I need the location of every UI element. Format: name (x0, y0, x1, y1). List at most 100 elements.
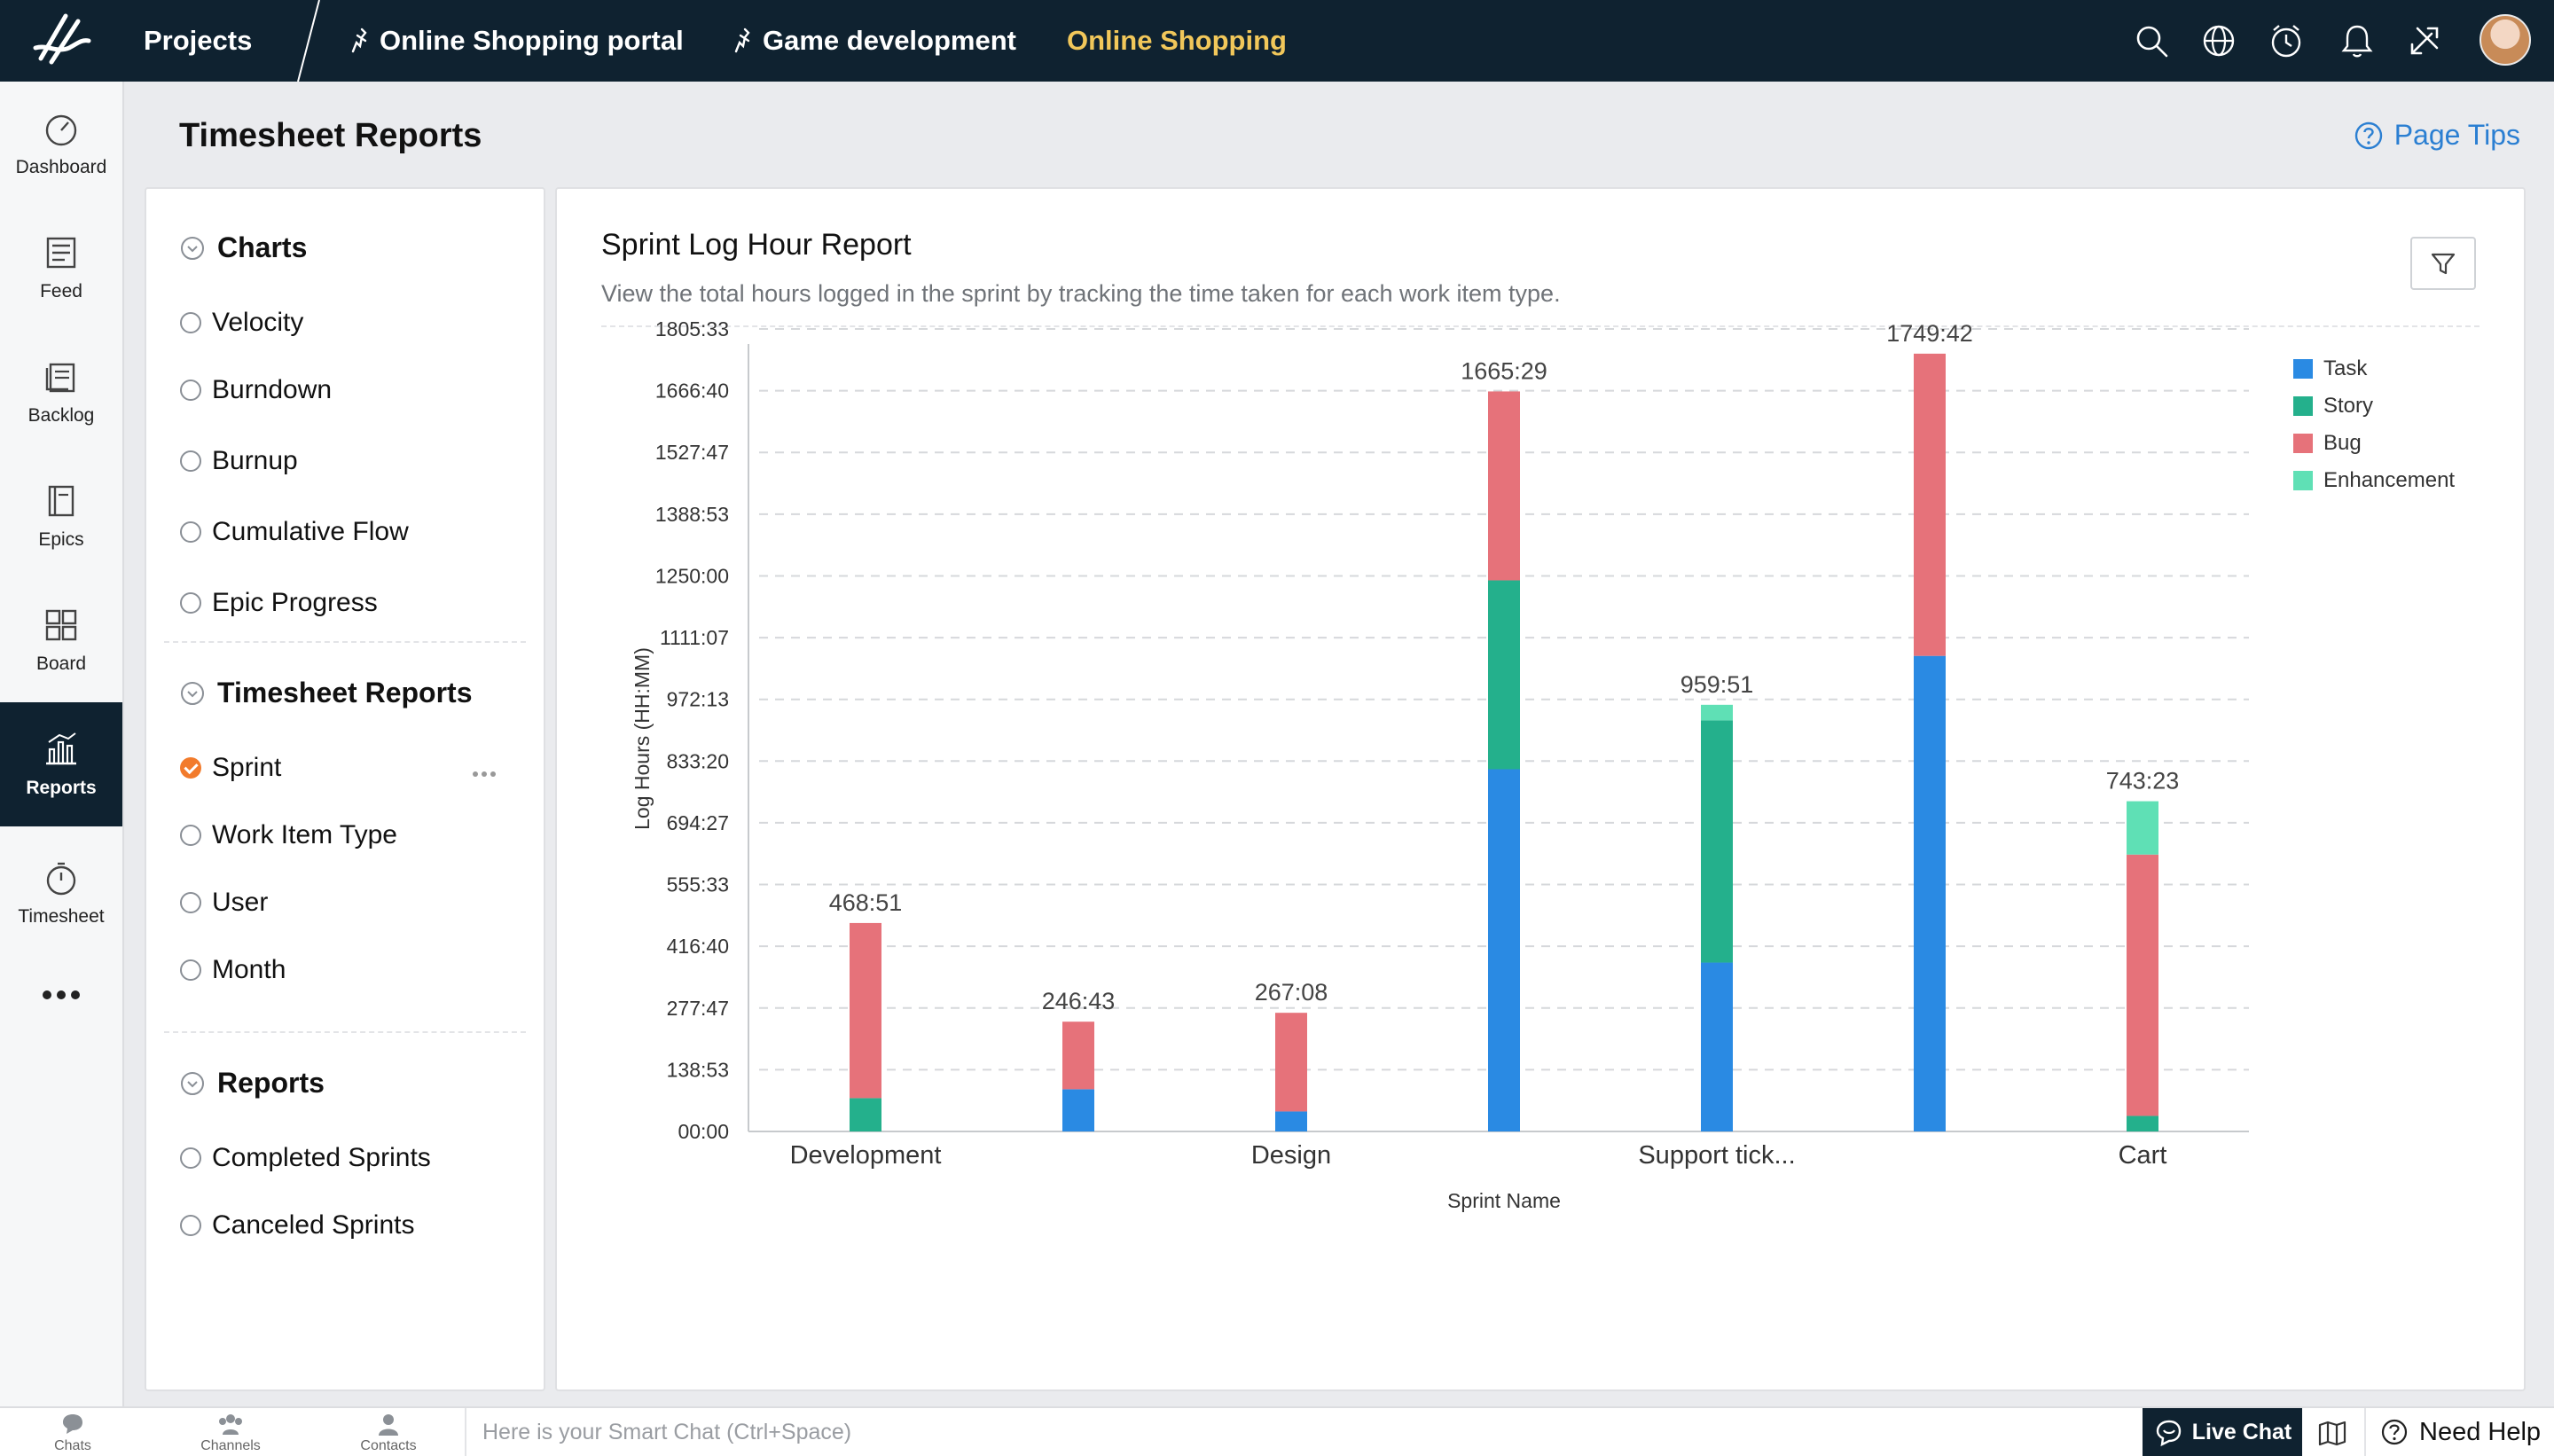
live-chat-icon (2156, 1420, 2181, 1446)
radio-button[interactable] (180, 450, 201, 472)
globe-icon[interactable] (2199, 21, 2238, 60)
page-title: Timesheet Reports (179, 117, 482, 154)
rail-item-dashboard[interactable]: Dashboard (0, 82, 122, 206)
bar-total-label: 468:51 (829, 889, 903, 916)
project-tab-game-development[interactable]: Game development (733, 25, 1016, 57)
option-label: Canceled Sprints (212, 1210, 415, 1240)
option-work-item-type[interactable]: Work Item Type (180, 820, 397, 850)
option-label: Work Item Type (212, 820, 397, 849)
bottom-item-label: Contacts (360, 1438, 417, 1453)
rail-item-label: Dashboard (15, 157, 107, 177)
x-tick-label: Support tick... (1638, 1141, 1795, 1170)
radio-button[interactable] (180, 892, 201, 913)
smart-chat-input[interactable]: Here is your Smart Chat (Ctrl+Space) (465, 1408, 2141, 1456)
report-header-divider (601, 325, 2480, 327)
bar-total-label: 246:43 (1042, 988, 1116, 1014)
clock-icon[interactable] (2267, 21, 2306, 60)
y-tick-label: 00:00 (678, 1120, 729, 1143)
y-tick-label: 277:47 (667, 997, 729, 1020)
radio-button[interactable] (180, 380, 201, 401)
option-burnup[interactable]: Burnup (180, 446, 298, 476)
divider-slash (297, 0, 320, 82)
bar-segment-bug (1062, 1022, 1094, 1090)
backlog-icon (45, 363, 75, 393)
section-toggle-timesheet-reports[interactable]: Timesheet Reports (180, 677, 473, 709)
radio-button[interactable] (180, 312, 201, 333)
channels-icon (219, 1414, 242, 1435)
tools-icon[interactable] (2405, 21, 2444, 60)
legend-swatch (2293, 396, 2313, 416)
rail-more-button[interactable] (0, 968, 122, 1022)
x-tick-label: Development (790, 1141, 942, 1170)
bottom-channels[interactable]: Channels (177, 1412, 284, 1454)
need-help-button[interactable]: Need Help (2364, 1408, 2541, 1456)
rail-item-backlog[interactable]: Backlog (0, 330, 122, 454)
y-tick-label: 555:33 (667, 873, 729, 896)
contacts-icon (379, 1414, 398, 1436)
radio-button[interactable] (180, 825, 201, 846)
page-tips-label: Page Tips (2393, 119, 2520, 151)
section-toggle-reports[interactable]: Reports (180, 1067, 325, 1100)
radio-button[interactable] (180, 1215, 201, 1236)
more-options-icon[interactable] (471, 770, 497, 779)
y-tick-label: 1250:00 (655, 564, 729, 587)
section-heading: Charts (217, 231, 308, 263)
rail-item-board[interactable]: Board (0, 578, 122, 702)
rail-item-epics[interactable]: Epics (0, 454, 122, 578)
map-button[interactable] (2309, 1415, 2355, 1451)
section-toggle-charts[interactable]: Charts (180, 231, 307, 264)
option-epic-progress[interactable]: Epic Progress (180, 588, 378, 618)
bar-segment-bug (1488, 391, 1520, 581)
need-help-label: Need Help (2419, 1417, 2542, 1446)
option-velocity[interactable]: Velocity (180, 308, 303, 338)
bell-icon[interactable] (2338, 21, 2377, 60)
legend-item-story[interactable]: Story (2293, 387, 2455, 425)
legend-item-task[interactable]: Task (2293, 350, 2455, 387)
page-tips-link[interactable]: Page Tips (2354, 119, 2520, 152)
project-tab-label: Online Shopping portal (380, 25, 684, 56)
bar-total-label: 267:08 (1255, 979, 1328, 1006)
bottom-chats[interactable]: Chats (20, 1412, 126, 1454)
option-label: Sprint (212, 753, 282, 782)
radio-button[interactable] (180, 521, 201, 543)
project-tab-online-shopping[interactable]: Online Shopping (1067, 25, 1287, 57)
radio-button-checked[interactable] (180, 757, 201, 779)
radio-button[interactable] (180, 1147, 201, 1169)
option-user[interactable]: User (180, 888, 268, 918)
pin-icon (351, 27, 367, 53)
option-burndown[interactable]: Burndown (180, 375, 332, 405)
y-tick-label: 1111:07 (660, 626, 729, 649)
chevron-down-icon (181, 681, 204, 705)
radio-button[interactable] (180, 592, 201, 614)
option-canceled-sprints[interactable]: Canceled Sprints (180, 1210, 414, 1241)
section-heading: Reports (217, 1067, 325, 1099)
bottom-contacts[interactable]: Contacts (335, 1412, 442, 1454)
projects-menu[interactable]: Projects (144, 25, 253, 56)
option-cumulative-flow[interactable]: Cumulative Flow (180, 517, 409, 547)
epics-icon (48, 485, 74, 517)
search-icon[interactable] (2132, 21, 2171, 60)
legend-item-enhancement[interactable]: Enhancement (2293, 462, 2455, 499)
live-chat-button[interactable]: Live Chat (2143, 1408, 2302, 1456)
option-sprint[interactable]: Sprint (180, 753, 281, 783)
legend-item-bug[interactable]: Bug (2293, 425, 2455, 462)
report-description: View the total hours logged in the sprin… (601, 280, 1561, 307)
help-circle-icon (2354, 121, 2382, 149)
user-avatar[interactable] (2480, 14, 2531, 66)
app-logo-icon[interactable] (27, 9, 98, 73)
radio-button[interactable] (180, 959, 201, 981)
option-month[interactable]: Month (180, 955, 286, 985)
y-tick-label: 1666:40 (655, 380, 729, 403)
y-tick-label: 1805:33 (655, 317, 729, 341)
chevron-down-icon (181, 1071, 204, 1095)
chat-icon (63, 1414, 82, 1434)
bar-segment-task (1488, 769, 1520, 1131)
rail-item-timesheet[interactable]: Timesheet (0, 831, 122, 955)
project-tab-online-shopping-portal[interactable]: Online Shopping portal (349, 25, 684, 57)
bar-total-label: 743:23 (2106, 768, 2180, 795)
filter-button[interactable] (2410, 237, 2476, 290)
option-completed-sprints[interactable]: Completed Sprints (180, 1143, 431, 1173)
rail-item-reports[interactable]: Reports (0, 702, 122, 826)
left-navigation-rail: Dashboard Feed Backlog Epics Board Repor… (0, 82, 124, 1406)
rail-item-feed[interactable]: Feed (0, 206, 122, 330)
